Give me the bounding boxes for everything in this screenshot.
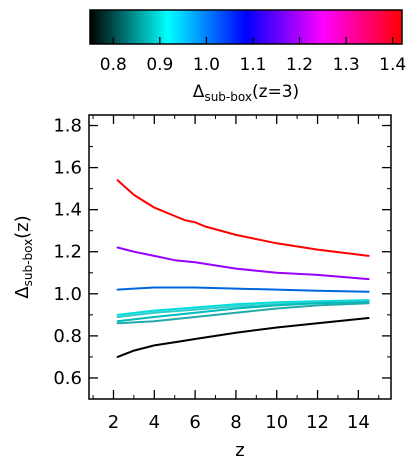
colorbar-tick-label: 0.8 — [100, 55, 127, 75]
plot-frame — [88, 114, 392, 400]
y-tick-label: 0.8 — [53, 326, 82, 347]
x-tick-label: 8 — [230, 412, 241, 433]
x-tick-label: 10 — [265, 412, 288, 433]
colorbar-ticks — [112, 37, 394, 44]
series-line — [116, 286, 370, 293]
colorbar-label: Δsub-box(z=3) — [193, 82, 299, 104]
colorbar-tick-labels: 0.8 0.9 1.0 1.1 1.2 1.3 1.4 — [100, 55, 406, 75]
y-tick-label: 1.2 — [53, 242, 82, 263]
colorbar-tick-label: 0.9 — [146, 55, 173, 75]
x-tick-label: 14 — [347, 412, 370, 433]
y-axis-ticks — [89, 124, 391, 400]
x-tick-label: 4 — [149, 412, 160, 433]
y-tick-label: 1.8 — [53, 116, 82, 137]
y-tick-label: 1.0 — [53, 284, 82, 305]
x-tick-label: 6 — [189, 412, 200, 433]
colorbar-tick-label: 1.4 — [379, 55, 406, 75]
x-axis-ticks — [92, 115, 380, 399]
x-tick-label: 2 — [108, 412, 119, 433]
series-line — [116, 317, 370, 358]
line-plot: 2 4 6 8 10 12 14 0.6 0.8 1.0 1.2 1.4 1.6 1.8 z Δsub-… — [12, 114, 392, 461]
colorbar: 0.8 0.9 1.0 1.1 1.2 1.3 1.4 Δsub-box(z=3) — [89, 9, 406, 104]
y-tick-label: 1.6 — [53, 158, 82, 179]
colorbar-tick-label: 1.0 — [193, 55, 220, 75]
y-tick-label: 1.4 — [53, 200, 82, 221]
x-tick-label: 12 — [306, 412, 329, 433]
colorbar-tick-label: 1.2 — [286, 55, 313, 75]
x-axis-tick-labels: 2 4 6 8 10 12 14 — [108, 412, 370, 433]
y-axis-tick-labels: 0.6 0.8 1.0 1.2 1.4 1.6 1.8 — [53, 116, 82, 389]
y-axis-label: Δsub-box(z) — [12, 215, 35, 298]
colorbar-gradient — [89, 9, 403, 45]
x-axis-label: z — [235, 440, 244, 461]
colorbar-tick-label: 1.1 — [239, 55, 266, 75]
series-line — [116, 301, 370, 323]
y-tick-label: 0.6 — [53, 368, 82, 389]
series-line — [116, 246, 370, 281]
series-line — [116, 300, 370, 318]
series-lines — [116, 179, 370, 358]
series-line — [116, 302, 370, 325]
colorbar-tick-label: 1.3 — [333, 55, 360, 75]
series-line — [116, 179, 370, 257]
